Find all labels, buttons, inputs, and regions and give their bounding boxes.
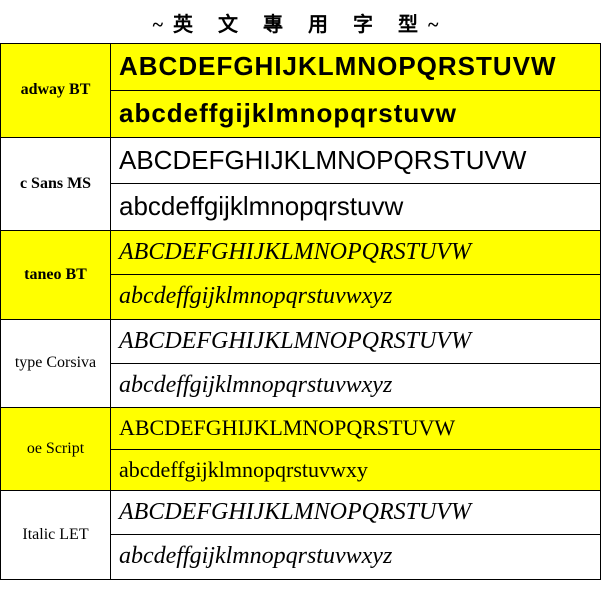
sample-upper: ABCDEFGHIJKLMNOPQRSTUVW — [111, 491, 601, 535]
font-table-body: adway BTABCDEFGHIJKLMNOPQRSTUVWabcdeffgi… — [1, 44, 601, 580]
table-row: oe ScriptABCDEFGHIJKLMNOPQRSTUVW — [1, 407, 601, 449]
sample-upper: ABCDEFGHIJKLMNOPQRSTUVW — [111, 44, 601, 91]
sample-lower: abcdeffgijklmnopqrstuvwxy — [111, 449, 601, 491]
sample-lower: abcdeffgijklmnopqrstuvwxyz — [111, 535, 601, 579]
sample-lower: abcdeffgijklmnopqrstuvw — [111, 90, 601, 137]
sample-upper: ABCDEFGHIJKLMNOPQRSTUVW — [111, 407, 601, 449]
page-title: ~英 文 專 用 字 型~ — [0, 0, 601, 43]
sample-lower: abcdeffgijklmnopqrstuvwxyz — [111, 363, 601, 407]
font-name-cell: type Corsiva — [1, 319, 111, 407]
font-table: adway BTABCDEFGHIJKLMNOPQRSTUVWabcdeffgi… — [0, 43, 601, 580]
table-row: taneo BTABCDEFGHIJKLMNOPQRSTUVW — [1, 231, 601, 275]
font-sample-page: ~英 文 專 用 字 型~ adway BTABCDEFGHIJKLMNOPQR… — [0, 0, 601, 601]
sample-upper: ABCDEFGHIJKLMNOPQRSTUVW — [111, 319, 601, 363]
table-row: Italic LETABCDEFGHIJKLMNOPQRSTUVW — [1, 491, 601, 535]
table-row: adway BTABCDEFGHIJKLMNOPQRSTUVW — [1, 44, 601, 91]
font-name-cell: taneo BT — [1, 231, 111, 319]
table-row: c Sans MSABCDEFGHIJKLMNOPQRSTUVW — [1, 137, 601, 184]
font-name-cell: adway BT — [1, 44, 111, 138]
font-name-cell: oe Script — [1, 407, 111, 490]
sample-upper: ABCDEFGHIJKLMNOPQRSTUVW — [111, 137, 601, 184]
sample-lower: abcdeffgijklmnopqrstuvw — [111, 184, 601, 231]
font-name-cell: Italic LET — [1, 491, 111, 579]
sample-upper: ABCDEFGHIJKLMNOPQRSTUVW — [111, 231, 601, 275]
font-name-cell: c Sans MS — [1, 137, 111, 231]
sample-lower: abcdeffgijklmnopqrstuvwxyz — [111, 275, 601, 319]
table-row: type CorsivaABCDEFGHIJKLMNOPQRSTUVW — [1, 319, 601, 363]
